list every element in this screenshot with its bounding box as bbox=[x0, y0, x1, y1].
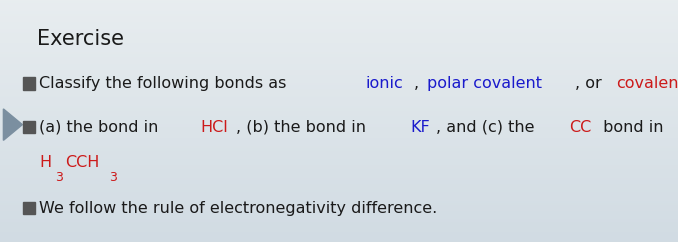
Bar bbox=[23, 121, 35, 133]
Text: KF: KF bbox=[410, 120, 430, 135]
Bar bbox=[23, 77, 35, 90]
Text: Exercise: Exercise bbox=[37, 29, 124, 49]
Bar bbox=[23, 202, 35, 214]
Text: Classify the following bonds as: Classify the following bonds as bbox=[39, 76, 292, 91]
Text: , (b) the bond in: , (b) the bond in bbox=[236, 120, 371, 135]
Text: covalent: covalent bbox=[616, 76, 678, 91]
Text: ionic: ionic bbox=[365, 76, 403, 91]
Text: CCH: CCH bbox=[65, 155, 100, 170]
Text: We follow the rule of electronegativity difference.: We follow the rule of electronegativity … bbox=[39, 201, 437, 216]
Text: , or: , or bbox=[576, 76, 607, 91]
Text: ,: , bbox=[414, 76, 424, 91]
Text: (a) the bond in: (a) the bond in bbox=[39, 120, 164, 135]
Text: HCl: HCl bbox=[200, 120, 228, 135]
Text: H: H bbox=[39, 155, 52, 170]
Text: , and (c) the: , and (c) the bbox=[435, 120, 539, 135]
Text: CC: CC bbox=[570, 120, 592, 135]
Text: 3: 3 bbox=[55, 171, 63, 184]
Text: 3: 3 bbox=[109, 171, 117, 184]
Text: polar covalent: polar covalent bbox=[427, 76, 542, 91]
Text: bond in: bond in bbox=[598, 120, 664, 135]
Polygon shape bbox=[3, 109, 22, 140]
